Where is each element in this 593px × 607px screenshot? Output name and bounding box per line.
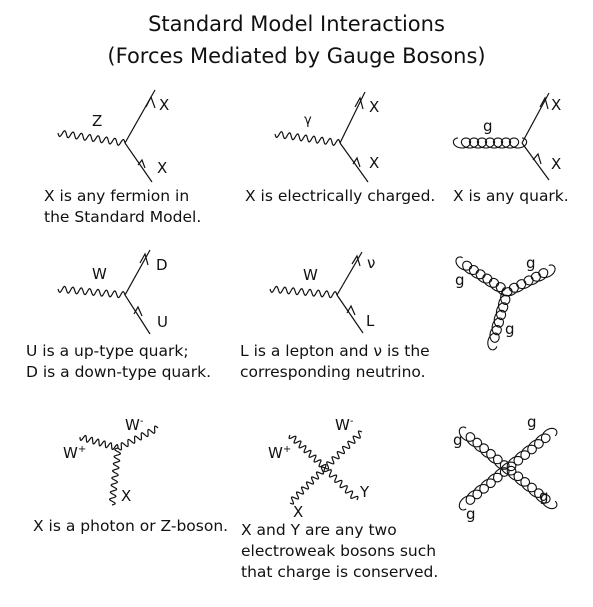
caption-w-lepton: L is a lepton and ν is the corresponding…	[240, 341, 430, 383]
page-subtitle: (Forces Mediated by Gauge Bosons)	[107, 44, 486, 68]
w-plus-label: W+	[268, 444, 291, 462]
vertex-w-quark: W D U	[57, 249, 168, 335]
caption-wwxy: X and Y are any two electroweak bosons s…	[241, 520, 438, 583]
quark-in-arrow	[133, 305, 143, 317]
lepton-in-arrow	[346, 304, 356, 316]
fermion-out-label: X	[369, 98, 379, 116]
neutrino-out-arrow	[351, 254, 361, 267]
quark-in-line	[521, 142, 550, 181]
gluon-label-top-right: g	[527, 413, 537, 431]
caption-line: X and Y are any two	[241, 521, 397, 539]
vertex-wwx: W+ W- X	[63, 416, 159, 506]
gluon-label-bottom-left: g	[466, 505, 476, 523]
vertex-photon-fermion: γ X X	[274, 91, 379, 183]
x-label: X	[121, 487, 131, 505]
w-minus-line	[324, 430, 363, 470]
gluon-line-right	[501, 264, 556, 297]
quark-out-line	[521, 92, 550, 144]
vertex-three-gluon: g g g	[455, 254, 556, 351]
gluon-label-left: g	[455, 271, 465, 289]
boson-label-photon: γ	[304, 113, 312, 128]
fermion-out-arrow	[145, 95, 156, 109]
x-boson-line	[108, 447, 122, 506]
w-boson-line	[269, 285, 338, 299]
fermion-out-label: X	[159, 96, 169, 114]
fermion-in-label: X	[157, 159, 167, 177]
gluon-label-bottom-right: g	[539, 487, 549, 505]
caption-w-quark: U is a up-type quark; D is a down-type q…	[26, 341, 211, 383]
page-title: Standard Model Interactions	[148, 12, 445, 36]
lepton-label: L	[366, 312, 375, 330]
fermion-in-label: X	[369, 154, 379, 172]
caption-line: L is a lepton and ν is the	[240, 342, 430, 360]
gluon-label-right: g	[526, 254, 536, 272]
boson-label-w: W	[92, 265, 107, 283]
boson-label-gluon: g	[483, 117, 493, 135]
y-label: Y	[359, 483, 370, 501]
gluon-line	[452, 137, 528, 149]
fermion-in-arrow	[137, 158, 146, 169]
boson-label-z: Z	[92, 112, 102, 130]
caption-z: X is any fermion in the Standard Model.	[44, 186, 201, 228]
fermion-in-arrow	[352, 156, 361, 168]
caption-line: corresponding neutrino.	[240, 363, 426, 381]
quark-in-label: U	[157, 313, 168, 331]
caption-photon: X is electrically charged.	[245, 186, 435, 207]
quark-in-line	[124, 294, 151, 335]
w-minus-line	[117, 425, 159, 451]
w-minus-label: W-	[335, 416, 354, 434]
fermion-in-line	[124, 142, 153, 183]
caption-line: X is a photon or Z-boson.	[33, 517, 229, 535]
z-boson-line	[57, 130, 126, 146]
caption-line: X is any fermion in	[44, 187, 190, 205]
w-plus-line	[79, 434, 119, 451]
vertex-four-gluon: g g g g	[453, 413, 558, 523]
quark-out-arrow	[539, 96, 549, 110]
w-boson-line	[57, 285, 126, 299]
w-plus-label: W+	[63, 444, 86, 462]
x-label: X	[293, 503, 303, 521]
w-minus-label: W-	[125, 416, 144, 434]
vertex-w-lepton: W ν L	[269, 251, 375, 334]
gluon-label-top-left: g	[453, 431, 463, 449]
w-plus-line	[288, 434, 327, 469]
boson-label-w: W	[303, 266, 318, 284]
y-boson-line	[323, 467, 359, 501]
x-boson-line	[289, 466, 326, 505]
photon-line	[274, 131, 341, 146]
gluon-label-bottom: g	[505, 320, 515, 338]
caption-line: U is a up-type quark;	[26, 342, 189, 360]
caption-line: the Standard Model.	[44, 208, 202, 226]
vertex-z-fermion: Z X X	[57, 89, 169, 183]
quark-out-label: X	[551, 96, 561, 114]
caption-line: D is a down-type quark.	[26, 363, 212, 381]
quark-out-label: D	[156, 256, 168, 274]
caption-wwx: X is a photon or Z-boson.	[33, 516, 228, 537]
caption-line: that charge is conserved.	[241, 563, 439, 581]
quark-out-arrow	[139, 252, 149, 266]
vertex-wwxy: W+ W- X Y	[268, 416, 370, 521]
caption-line: electroweak bosons such	[241, 542, 437, 560]
caption-gluon: X is any quark.	[453, 186, 569, 207]
fermion-out-line	[339, 91, 366, 144]
vertex-gluon-quark: g X X	[452, 92, 561, 181]
lepton-in-line	[336, 294, 364, 334]
neutrino-label: ν	[367, 254, 375, 272]
gluon-line-a	[458, 426, 558, 510]
gluon-line-b	[458, 427, 558, 511]
caption-line: X is any quark.	[453, 187, 569, 205]
gluon-line-bottom	[487, 287, 513, 351]
caption-line: X is electrically charged.	[245, 187, 436, 205]
quark-in-label: X	[551, 155, 561, 173]
quark-in-arrow	[532, 152, 542, 165]
fermion-out-arrow	[354, 96, 364, 110]
